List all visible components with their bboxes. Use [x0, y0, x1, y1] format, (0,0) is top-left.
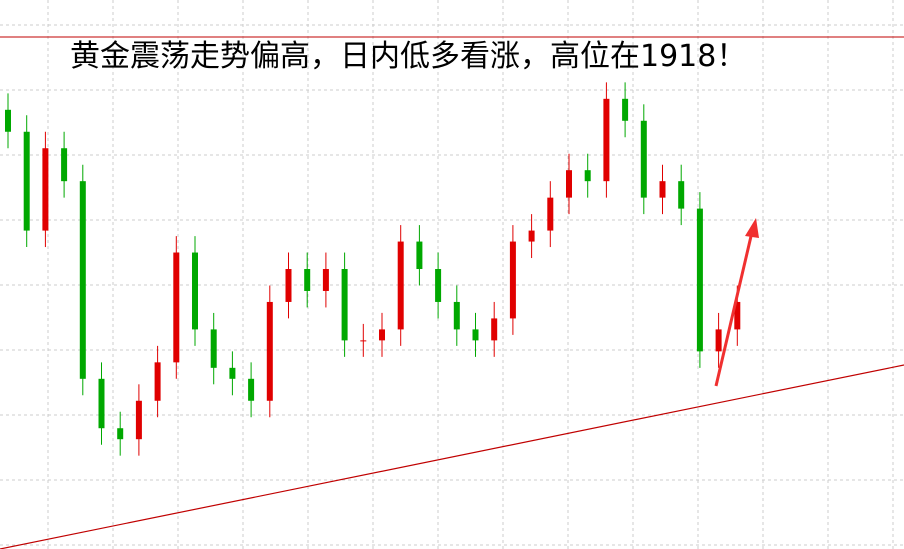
candle-body [435, 269, 442, 302]
candle-body [266, 301, 273, 401]
trend-line [0, 364, 904, 549]
candle-body [472, 329, 479, 341]
candles [5, 82, 741, 456]
candle-body [98, 378, 105, 429]
candle-body [173, 252, 180, 363]
candle-body [304, 269, 311, 291]
candle-body [135, 400, 142, 440]
candle-body [79, 181, 86, 379]
candle-body [154, 362, 161, 401]
candle-body [229, 367, 236, 379]
candle-body [715, 329, 722, 352]
candle-body [61, 148, 68, 182]
candle-body [491, 318, 498, 341]
candle-body [285, 269, 292, 302]
chart-title: 黄金震荡走势偏高，日内低多看涨，高位在1918！ [70, 39, 746, 74]
candle-body [659, 181, 666, 198]
candle-body [734, 301, 741, 330]
candle-body [566, 170, 572, 198]
candle-body [453, 301, 460, 330]
candle-body [622, 98, 629, 121]
candle-body [678, 181, 685, 209]
candle-body [248, 378, 255, 401]
candle-body [192, 252, 198, 330]
candle-body [696, 208, 703, 352]
candle-body [584, 170, 591, 182]
candle-body [5, 109, 11, 132]
candle-body [547, 197, 554, 231]
candle-body [379, 329, 385, 341]
candle-body [509, 241, 516, 319]
candle-body [23, 131, 30, 231]
candle-body [360, 340, 367, 342]
candle-body [341, 269, 348, 341]
arrow-shaft [714, 231, 754, 387]
candle-body [640, 120, 647, 198]
candle-body [528, 230, 535, 242]
candle-body [603, 98, 610, 182]
candle-body [416, 241, 423, 270]
candle-body [117, 428, 124, 440]
candle-body [210, 329, 217, 368]
candle-body [42, 148, 49, 231]
candle-body [322, 269, 329, 291]
candle-body [397, 241, 404, 330]
arrow-head [745, 218, 759, 238]
